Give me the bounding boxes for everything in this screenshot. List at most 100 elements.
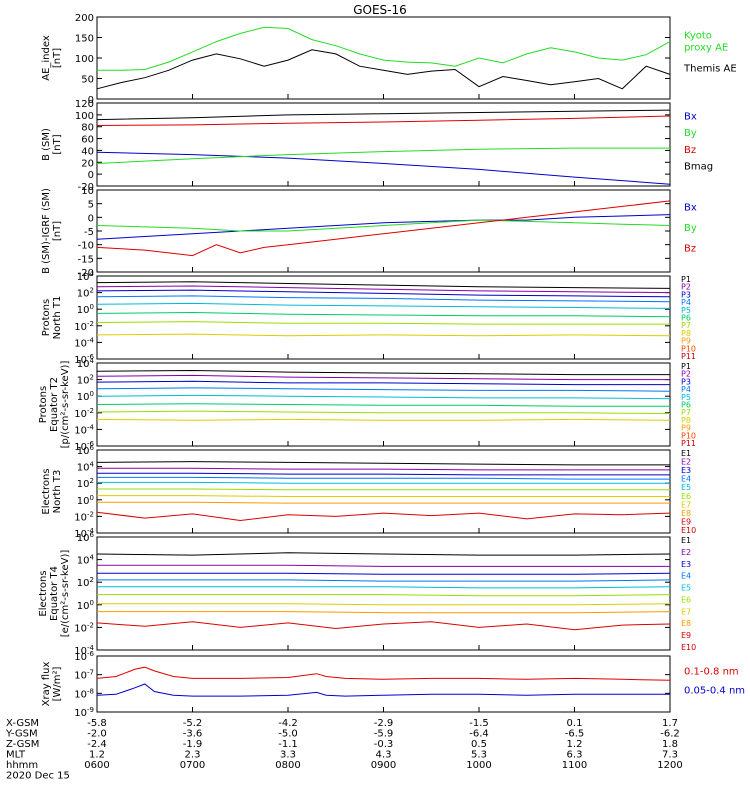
series-line-e3 — [97, 472, 670, 476]
legend-entry: P7 — [681, 321, 691, 330]
series-line-p3 — [96, 289, 671, 298]
legend-entry: Bx — [684, 112, 697, 123]
legend-entry: P11 — [681, 352, 696, 361]
series-line-kyoto-proxy-ae — [97, 26, 671, 71]
x-row-value: -5.8 — [87, 718, 107, 729]
series-line-e2 — [97, 467, 670, 471]
series-line-p1 — [96, 369, 670, 376]
y-axis-label: Protons — [38, 386, 49, 423]
x-row-value: -5.2 — [183, 718, 203, 729]
x-row-value: 2.3 — [185, 750, 201, 761]
x-row-value: -2.4 — [87, 739, 107, 750]
x-row-value: 0900 — [371, 760, 396, 771]
x-row-value: 1.8 — [662, 739, 678, 750]
x-row-value: -2.9 — [374, 718, 394, 729]
x-row-value: 1.2 — [567, 739, 583, 750]
legend-ee: E1 E2 E3 E4 E5 E6 E7 E8 E9 E10 — [681, 536, 696, 652]
legend-entry: E4 — [681, 572, 691, 581]
y-tick-label: -15 — [78, 254, 94, 265]
x-row-value: -5.9 — [374, 729, 394, 740]
series-line-p3 — [96, 380, 670, 386]
legend-entry: Bz — [684, 244, 696, 255]
y-tick-label: 104 — [77, 554, 95, 567]
y-axis-label: Equator T4 — [49, 566, 60, 621]
y-tick-label: 100 — [77, 390, 94, 403]
x-row-value: -6.4 — [469, 729, 489, 740]
y-tick-label: 10-2 — [74, 510, 94, 523]
y-axis-label: [nT] — [52, 221, 63, 241]
y-tick-label: 0 — [88, 95, 94, 106]
series-line-e4 — [97, 476, 670, 480]
legend-entry: 0.05-0.4 nm — [684, 685, 745, 696]
series-line-e6 — [97, 488, 670, 491]
legend-entry: P8 — [681, 329, 691, 338]
y-tick-label: 10-2 — [74, 320, 94, 333]
x-row-value: 3.3 — [280, 750, 296, 761]
legend-entry: P9 — [681, 424, 691, 433]
legend-entry: E1 — [681, 536, 691, 545]
x-row-value: -2.0 — [87, 729, 107, 740]
series-line-p7 — [96, 321, 670, 325]
y-axis-label: B (SM)-IGRF (SM) — [41, 188, 52, 274]
x-row-value: -1.9 — [183, 739, 203, 750]
x-row-value: 0700 — [180, 760, 205, 771]
legend-entry: Bx — [684, 203, 697, 214]
y-axis-label: [p/(cm²-s-sr-keV)] — [60, 361, 71, 449]
series-line-by — [96, 147, 670, 164]
y-axis-label: Electrons — [38, 570, 49, 616]
legend-entry: E10 — [681, 643, 696, 652]
legend-entry: P7 — [681, 408, 691, 417]
series-line-bz — [96, 115, 671, 126]
series-line-p2 — [96, 374, 670, 381]
legend-xray: 0.1-0.8 nm 0.05-0.4 nm — [684, 667, 745, 697]
legend-entry: P2 — [681, 283, 691, 292]
legend-entry: P8 — [681, 416, 691, 425]
y-tick-label: 106 — [77, 531, 95, 544]
x-row-value: -4.2 — [278, 718, 298, 729]
y-tick-label: 10-4 — [74, 336, 94, 349]
y-tick-label: 40 — [81, 146, 94, 157]
chart-title: GOES-16 — [353, 3, 407, 17]
legend-entry: P5 — [681, 393, 691, 402]
y-tick-label: 80 — [81, 123, 94, 134]
legend-entry: E6 — [681, 595, 691, 604]
y-axis-label: [W/m²] — [52, 666, 63, 701]
series-line-e3 — [97, 572, 671, 575]
y-axis-label: [nT] — [52, 48, 63, 68]
legend-entry: E3 — [681, 466, 691, 475]
panel-frame — [96, 275, 671, 360]
y-tick-label: 120 — [75, 99, 94, 110]
series-line-bx — [96, 151, 671, 185]
legend-entry: Themis AE — [683, 64, 737, 75]
y-axis-label: AE_index — [41, 35, 52, 81]
series-line-bmag — [96, 109, 671, 121]
y-tick-label: 60 — [81, 135, 94, 146]
y-axis-label: Electrons — [41, 468, 52, 514]
legend-entry: P6 — [681, 314, 691, 323]
series-line-e1 — [96, 552, 671, 556]
legend-entry: P10 — [681, 431, 696, 440]
y-tick-label: 10-6 — [74, 650, 94, 663]
legend-entry: E7 — [681, 607, 691, 616]
series-line-bx — [96, 214, 671, 240]
series-line-p7 — [96, 410, 671, 415]
legend-entry: Bz — [684, 145, 696, 156]
legend-entry: E7 — [681, 500, 691, 509]
legend-entry: E3 — [681, 560, 691, 569]
legend-entry: E2 — [681, 458, 691, 467]
y-tick-label: -20 — [78, 182, 94, 193]
y-tick-label: 150 — [75, 34, 94, 45]
legend-entry: E9 — [681, 517, 691, 526]
y-tick-label: -20 — [78, 268, 94, 279]
y-tick-label: -10 — [78, 241, 94, 252]
y-tick-label: 0 — [88, 213, 94, 224]
legend-entry: E5 — [681, 584, 691, 593]
series-line-p6 — [96, 403, 670, 407]
x-row-label: Y-GSM — [5, 729, 38, 740]
